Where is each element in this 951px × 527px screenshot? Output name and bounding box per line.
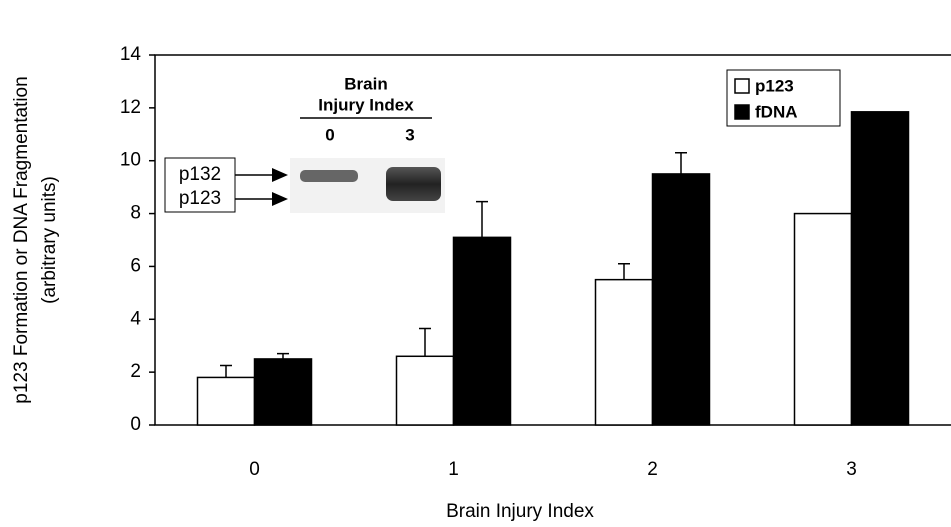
error-bar <box>277 354 289 359</box>
inset-band-label: p123 <box>179 188 221 209</box>
inset-title: Injury Index <box>318 95 414 114</box>
blot-band <box>300 170 358 182</box>
legend-label: fDNA <box>755 102 798 121</box>
page: Brain Injury Index p123 Formation or DNA… <box>0 0 951 527</box>
y-tick-label: 2 <box>130 361 141 382</box>
y-tick-label: 4 <box>130 308 141 329</box>
x-tick-label: 1 <box>448 459 459 480</box>
x-tick-label: 0 <box>249 459 260 480</box>
legend-label: p123 <box>755 76 794 95</box>
error-bar <box>675 153 687 174</box>
bar <box>198 377 255 425</box>
y-tick-label: 0 <box>130 414 141 435</box>
arrow-head <box>272 192 288 206</box>
bar <box>653 174 710 425</box>
bar <box>596 280 653 425</box>
inset-title: Brain <box>344 74 387 93</box>
y-tick-label: 12 <box>120 97 141 118</box>
y-axis-label: p123 Formation or DNA Fragmentation <box>11 76 32 403</box>
blot-band <box>386 167 441 201</box>
chart: Brain Injury Index p123 Formation or DNA… <box>0 0 951 527</box>
bar <box>397 356 454 425</box>
y-axis-units: (arbitrary units) <box>39 176 60 304</box>
legend-swatch <box>735 79 749 93</box>
y-tick-label: 8 <box>130 203 141 224</box>
error-bar <box>220 366 232 378</box>
y-tick-label: 14 <box>120 44 142 65</box>
x-tick-label: 3 <box>846 459 857 480</box>
error-bar <box>618 264 630 280</box>
inset-band-label: p132 <box>179 164 221 185</box>
arrow-head <box>272 168 288 182</box>
bar <box>454 237 511 425</box>
bar <box>255 359 312 425</box>
error-bar <box>476 202 488 238</box>
inset-lane-label: 3 <box>405 125 414 144</box>
bar <box>795 214 852 425</box>
legend-swatch <box>735 105 749 119</box>
x-axis-label: Brain Injury Index <box>446 501 594 522</box>
error-bar <box>419 329 431 357</box>
inset-lane-label: 0 <box>325 125 334 144</box>
y-tick-label: 6 <box>130 255 141 276</box>
y-tick-label: 10 <box>120 150 141 171</box>
bar <box>852 112 909 425</box>
x-tick-label: 2 <box>647 459 658 480</box>
